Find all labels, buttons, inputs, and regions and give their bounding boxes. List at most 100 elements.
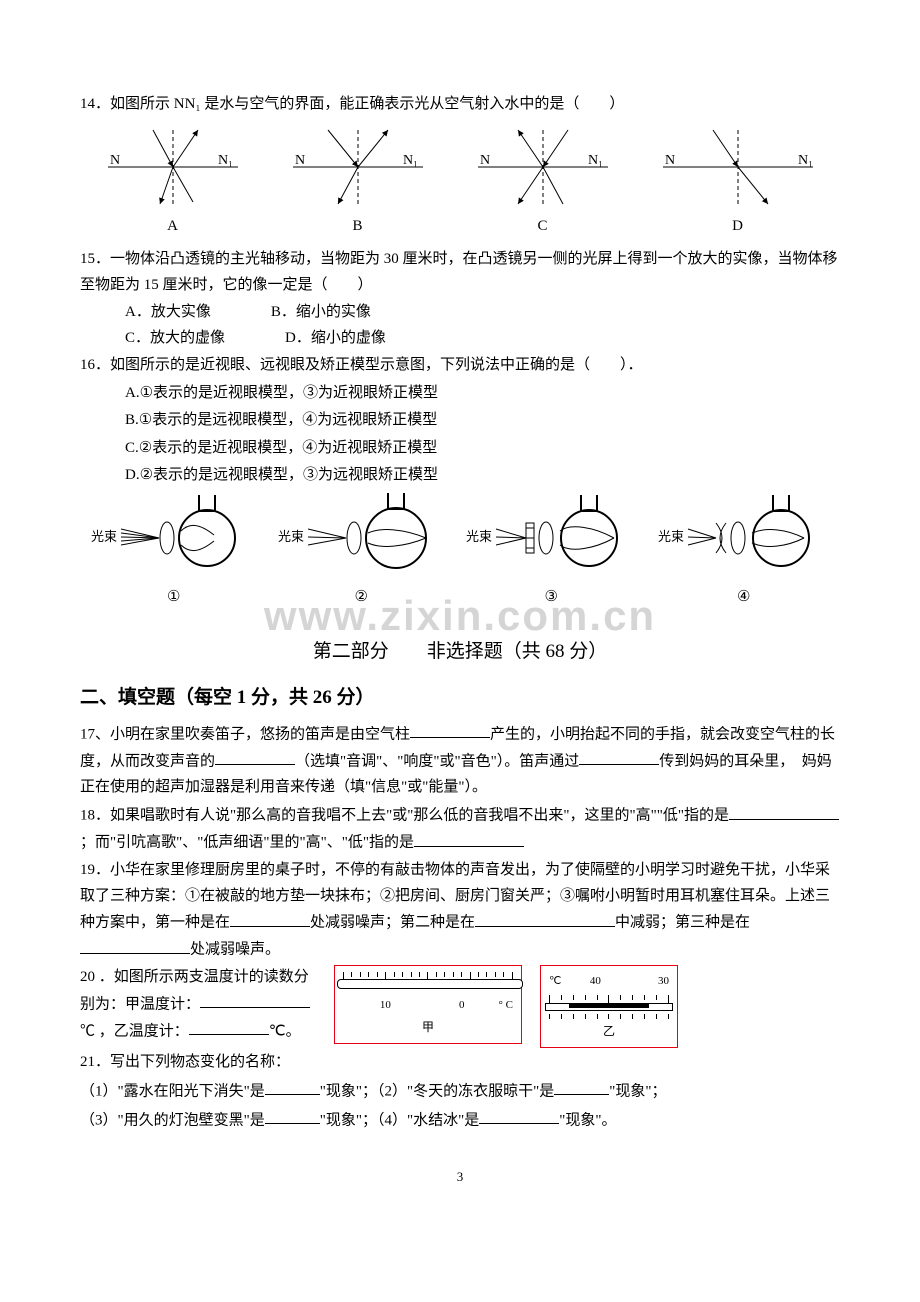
- svg-text:光束: 光束: [466, 529, 492, 544]
- q17-blank2: [215, 748, 295, 766]
- q14-stem: 14．如图所示 NN₁ 是水与空气的界面，能正确表示光从空气射入水中的是（ ）: [80, 92, 840, 118]
- q14-fig-d: N N₁ D: [653, 122, 823, 240]
- q16-c: C.②表示的是近视眼模型，④为近视眼矫正模型: [80, 436, 840, 462]
- svg-text:光束: 光束: [278, 529, 304, 544]
- q18-blank1: [729, 802, 839, 820]
- svg-text:N₁: N₁: [588, 153, 603, 168]
- q20-blank2: [189, 1018, 269, 1036]
- q20-thermo-a: . 10 0 ° C 甲: [334, 965, 522, 1044]
- section2-title: 二、填空题（每空 1 分，共 26 分）: [80, 682, 840, 714]
- svg-text:N: N: [665, 153, 675, 168]
- q21-2a: （3）"用久的灯泡壁变黑"是: [80, 1112, 265, 1128]
- q14-svg-c: N N₁: [468, 122, 618, 212]
- q16-stem: 16．如图所示的是近视眼、远视眼及矫正模型示意图，下列说法中正确的是（ ）．: [80, 353, 840, 379]
- q20-n0: 0: [459, 996, 465, 1015]
- q20-text: 20 ．如图所示两支温度计的读数分别为：甲温度计： ℃ ，乙温度计：℃。: [80, 965, 320, 1045]
- q14-fig-c: N N₁ C: [468, 122, 618, 240]
- q19-blank1: [230, 909, 310, 927]
- q20-unit: ° C: [499, 996, 514, 1015]
- q19-blank2: [475, 909, 615, 927]
- q15-c: C．放大的虚像: [125, 326, 225, 352]
- q16-svg-1: 光束: [89, 493, 259, 583]
- q21-stem: 21．写出下列物态变化的名称：: [80, 1050, 840, 1076]
- q14-fig-a: N N₁ A: [98, 122, 248, 240]
- q21-row1: （1）"露水在阳光下消失"是 "现象"；（2）"冬天的冻衣服晾干"是 "现象"；: [80, 1078, 840, 1105]
- q20-n30: 30: [658, 972, 669, 991]
- q18-b: ；而"引吭高歌"、"低声细语"里的"高"、"低"指的是: [80, 835, 414, 851]
- q20: 20 ．如图所示两支温度计的读数分别为：甲温度计： ℃ ，乙温度计：℃。 . 1: [80, 965, 840, 1048]
- q16-svg-4: 光束: [656, 493, 831, 583]
- q20-c: ℃。: [269, 1023, 301, 1039]
- q21-blank4: [479, 1107, 559, 1125]
- label-n1: N₁: [218, 153, 233, 168]
- q21-blank1: [265, 1078, 320, 1096]
- q17-blank3: [579, 748, 659, 766]
- q19-d: 处减弱噪声。: [190, 942, 280, 958]
- q15-row1: A．放大实像 B．缩小的实像: [80, 300, 840, 326]
- q15-row2: C．放大的虚像 D．缩小的虚像: [80, 326, 840, 352]
- q19-c: 中减弱；第三种是在: [615, 915, 750, 931]
- q14-b-label: B: [283, 214, 433, 240]
- q20-b: ℃ ，乙温度计：: [80, 1023, 189, 1039]
- q20-n10: 10: [380, 996, 391, 1015]
- q21-2c: "现象"。: [559, 1112, 616, 1128]
- svg-text:N: N: [480, 153, 490, 168]
- svg-text:N₁: N₁: [798, 153, 813, 168]
- q14-svg-b: N N₁: [283, 122, 433, 212]
- q16-circ1: ①: [89, 585, 259, 611]
- q20-blank1: [200, 991, 310, 1009]
- q21-2b: "现象"；（4）"水结冰"是: [320, 1112, 480, 1128]
- q21-blank3: [265, 1107, 320, 1125]
- svg-text:光束: 光束: [658, 529, 684, 544]
- page: www.zixin.com.cn 14．如图所示 NN₁ 是水与空气的界面，能正…: [0, 0, 920, 1248]
- q20-n40: 40: [590, 972, 601, 991]
- q14-figure-row: N N₁ A N N₁ B: [80, 122, 840, 240]
- label-n: N: [110, 153, 120, 168]
- q16-svg-3: 光束: [464, 493, 639, 583]
- q14-c-label: C: [468, 214, 618, 240]
- q17-blank1: [410, 721, 490, 739]
- q21-blank2: [554, 1078, 609, 1096]
- q20-unit2: ℃: [549, 972, 561, 991]
- q16-d: D.②表示的是远视眼模型，③为远视眼矫正模型: [80, 463, 840, 489]
- q15-b: B．缩小的实像: [271, 300, 371, 326]
- q21-row2: （3）"用久的灯泡壁变黑"是 "现象"；（4）"水结冰"是 "现象"。: [80, 1107, 840, 1134]
- q17: 17、小明在家里吹奏笛子，悠扬的笛声是由空气柱产生的，小明抬起不同的手指，就会改…: [80, 721, 840, 801]
- q16-circ2: ②: [276, 585, 446, 611]
- q14-fig-b: N N₁ B: [283, 122, 433, 240]
- q16-svg-2: 光束: [276, 493, 446, 583]
- q16-a: A.①表示的是近视眼模型，③为近视眼矫正模型: [80, 381, 840, 407]
- q18: 18．如果唱歌时有人说"那么高的音我唱不上去"或"那么低的音我唱不出来"，这里的…: [80, 802, 840, 856]
- svg-text:N: N: [295, 153, 305, 168]
- q19: 19．小华在家里修理厨房里的桌子时，不停的有敲击物体的声音发出，为了使隔壁的小明…: [80, 858, 840, 963]
- q21-1b: "现象"；（2）"冬天的冻衣服晾干"是: [320, 1083, 555, 1099]
- q20-thermo-b: ℃ 40 30 乙: [540, 965, 678, 1048]
- q16-fig-3: 光束 ③: [464, 493, 639, 611]
- q15-d: D．缩小的虚像: [285, 326, 386, 352]
- q14-svg-d: N N₁: [653, 122, 823, 212]
- q16-b: B.①表示的是远视眼模型，④为远视眼矫正模型: [80, 408, 840, 434]
- q14-a-label: A: [98, 214, 248, 240]
- q14-svg-a: N N₁: [98, 122, 248, 212]
- svg-text:N₁: N₁: [403, 153, 418, 168]
- q21-1a: （1）"露水在阳光下消失"是: [80, 1083, 265, 1099]
- q19-blank3: [80, 936, 190, 954]
- q15-a: A．放大实像: [125, 300, 211, 326]
- part2-title: 第二部分 非选择题（共 68 分）: [80, 636, 840, 668]
- q20-caption-a: 甲: [422, 1017, 434, 1037]
- q17-a: 17、小明在家里吹奏笛子，悠扬的笛声是由空气柱: [80, 726, 410, 742]
- q16-figure-row: 光束 ① 光束: [80, 493, 840, 611]
- q16-fig-1: 光束 ①: [89, 493, 259, 611]
- q14-d-label: D: [653, 214, 823, 240]
- q16-circ4: ④: [656, 585, 831, 611]
- q16-fig-2: 光束 ②: [276, 493, 446, 611]
- q16-circ3: ③: [464, 585, 639, 611]
- q18-a: 18．如果唱歌时有人说"那么高的音我唱不上去"或"那么低的音我唱不出来"，这里的…: [80, 808, 729, 824]
- q20-caption-b: 乙: [603, 1021, 615, 1041]
- q18-blank2: [414, 829, 524, 847]
- q16-fig-4: 光束 ④: [656, 493, 831, 611]
- svg-text:光束: 光束: [91, 529, 117, 544]
- q17-c: （选填"音调"、"响度"或"音色"）。笛声通过: [295, 753, 579, 769]
- q15-stem: 15．一物体沿凸透镜的主光轴移动，当物距为 30 厘米时，在凸透镜另一侧的光屏上…: [80, 247, 840, 298]
- q21-1c: "现象"；: [609, 1083, 666, 1099]
